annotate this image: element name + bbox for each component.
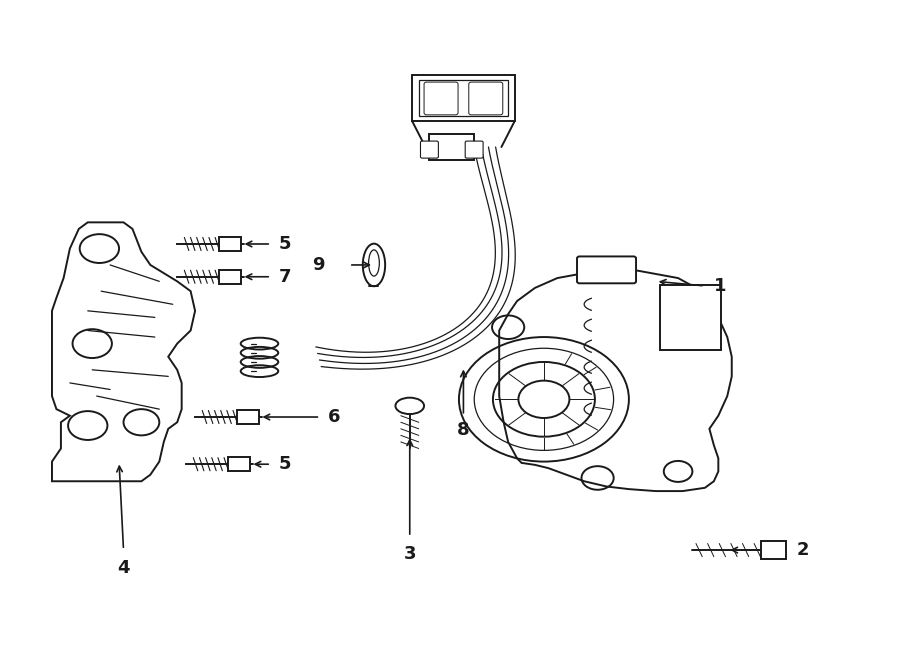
Polygon shape bbox=[500, 268, 732, 491]
Text: 4: 4 bbox=[117, 559, 130, 576]
FancyBboxPatch shape bbox=[419, 80, 508, 116]
FancyBboxPatch shape bbox=[429, 134, 474, 160]
Text: 5: 5 bbox=[278, 235, 291, 253]
FancyBboxPatch shape bbox=[469, 82, 503, 115]
Text: 2: 2 bbox=[797, 541, 809, 559]
Text: 1: 1 bbox=[714, 277, 726, 295]
FancyBboxPatch shape bbox=[424, 82, 458, 115]
Text: 6: 6 bbox=[328, 408, 340, 426]
FancyBboxPatch shape bbox=[412, 75, 515, 121]
Bar bbox=[219, 270, 241, 284]
Text: 8: 8 bbox=[457, 421, 470, 439]
Polygon shape bbox=[52, 222, 195, 481]
FancyBboxPatch shape bbox=[577, 256, 636, 284]
Bar bbox=[761, 541, 787, 559]
Text: 3: 3 bbox=[403, 545, 416, 563]
Text: 5: 5 bbox=[278, 455, 291, 473]
Text: 7: 7 bbox=[278, 268, 291, 286]
Bar bbox=[228, 457, 250, 471]
Text: 9: 9 bbox=[312, 256, 325, 274]
Bar bbox=[237, 410, 259, 424]
FancyBboxPatch shape bbox=[420, 141, 438, 158]
Bar bbox=[219, 237, 241, 251]
FancyBboxPatch shape bbox=[661, 285, 721, 350]
FancyBboxPatch shape bbox=[465, 141, 483, 158]
